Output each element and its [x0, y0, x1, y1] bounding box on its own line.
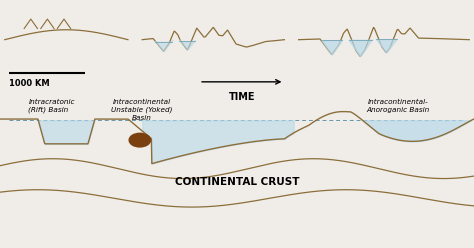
Text: Intracontinental-
Anoroganic Basin: Intracontinental- Anoroganic Basin	[366, 99, 430, 113]
Text: Intracontinental
Unstable (Yoked)
Basin: Intracontinental Unstable (Yoked) Basin	[111, 99, 173, 121]
Text: TIME: TIME	[228, 92, 255, 102]
Text: CONTINENTAL CRUST: CONTINENTAL CRUST	[175, 177, 299, 187]
Text: 1000 KM: 1000 KM	[9, 79, 50, 88]
Text: Intracratonic
(Rift) Basin: Intracratonic (Rift) Basin	[28, 99, 75, 113]
Ellipse shape	[129, 133, 150, 147]
